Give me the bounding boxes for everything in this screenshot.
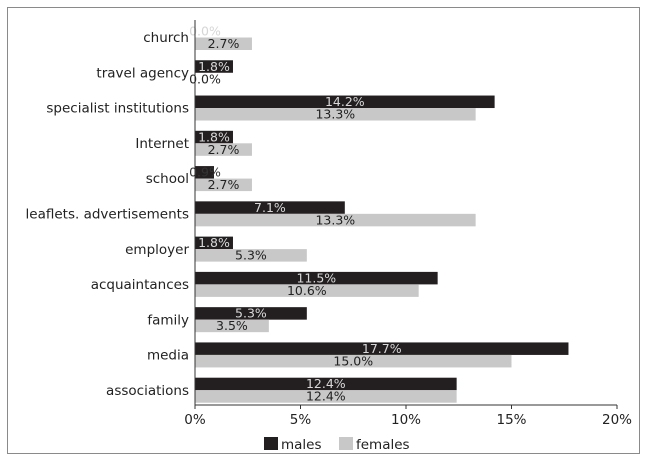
value-label-females: 0.0%: [189, 71, 221, 86]
bar-females: [195, 249, 307, 262]
legend: males females: [264, 437, 410, 453]
legend-label-females: females: [356, 437, 410, 453]
value-label-males: 5.3%: [235, 306, 267, 321]
value-label-females: 13.3%: [315, 212, 355, 227]
value-label-males: 17.7%: [362, 341, 402, 356]
category-label: specialist institutions: [46, 101, 189, 117]
bar-males: [195, 342, 569, 355]
bar-males: [195, 271, 438, 285]
value-label-males: 14.2%: [325, 94, 365, 109]
bars: [195, 37, 569, 403]
category-label: travel agency: [96, 65, 189, 81]
value-label-females: 10.6%: [287, 283, 327, 298]
bar-females: [195, 108, 476, 121]
category-label: media: [147, 348, 189, 364]
bar-males: [195, 236, 233, 250]
bar-females: [195, 178, 252, 192]
value-label-females: 12.4%: [306, 389, 346, 404]
legend-swatch-females: [339, 437, 353, 450]
category-label: school: [146, 171, 189, 187]
bar-females: [195, 354, 512, 368]
axes: 0% 5% 10% 15% 20%: [184, 20, 632, 428]
value-label-females: 2.7%: [208, 36, 240, 51]
x-tick-label: 20%: [602, 412, 632, 428]
category-label: church: [143, 30, 189, 46]
value-label-males: 0.0%: [189, 24, 221, 39]
legend-swatch-males: [264, 437, 278, 450]
value-label-males: 1.8%: [198, 59, 230, 74]
category-label: employer: [125, 242, 189, 258]
bar-males: [195, 307, 307, 320]
value-label-males: 11.5%: [296, 270, 336, 285]
bar-males: [195, 60, 233, 73]
category-label: family: [147, 312, 189, 328]
category-label: associations: [106, 383, 189, 399]
bar-males: [195, 377, 457, 391]
bar-males: [195, 130, 233, 144]
value-labels: 0.0%2.7%1.8%0.0%14.2%13.3%1.8%2.7%0.9%2.…: [189, 24, 402, 404]
bar-males: [195, 95, 495, 109]
bar-females: [195, 213, 476, 227]
value-label-males: 1.8%: [198, 235, 230, 250]
value-label-males: 1.8%: [198, 129, 230, 144]
legend-label-males: males: [281, 437, 322, 453]
bar-females: [195, 37, 252, 50]
value-label-females: 2.7%: [208, 177, 240, 192]
bar-males: [195, 201, 345, 214]
value-label-males: 12.4%: [306, 376, 346, 391]
category-label: acquaintances: [91, 277, 189, 293]
value-label-males: 0.9%: [189, 165, 221, 180]
value-label-females: 13.3%: [315, 107, 355, 122]
category-label: Internet: [135, 136, 189, 152]
value-label-females: 3.5%: [216, 318, 248, 333]
value-label-females: 5.3%: [235, 248, 267, 263]
bar-females: [195, 390, 457, 403]
x-tick-label: 15%: [496, 412, 526, 428]
bar-females: [195, 143, 252, 156]
bar-females: [195, 284, 419, 297]
bar-females: [195, 319, 269, 333]
x-tick-label: 10%: [391, 412, 421, 428]
value-label-females: 15.0%: [333, 353, 373, 368]
value-label-females: 2.7%: [208, 142, 240, 157]
category-labels: church travel agency specialist institutio…: [26, 30, 190, 399]
value-label-males: 7.1%: [254, 200, 286, 215]
x-tick-label: 5%: [290, 412, 312, 428]
category-label: leaflets. advertisements: [26, 206, 189, 222]
x-tick-label: 0%: [184, 412, 206, 428]
bar-males: [195, 166, 214, 179]
